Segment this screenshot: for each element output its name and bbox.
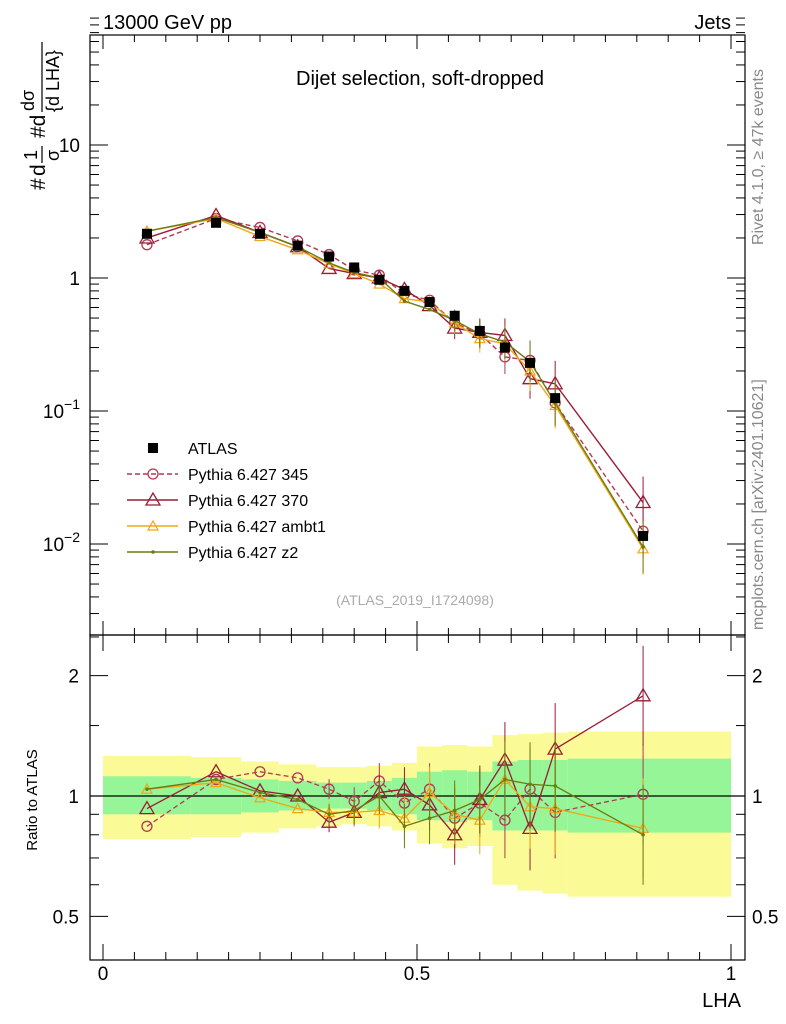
series-line-pythia-6-427-345 bbox=[146, 217, 644, 532]
point-pythia-6-427-z2 bbox=[402, 299, 407, 303]
ratio-point-pythia-6-427-z2 bbox=[641, 832, 645, 837]
main-ytick-label: 10 bbox=[59, 136, 80, 157]
legend-label-pythia-6-427-345: Pythia 6.427 345 bbox=[188, 467, 308, 484]
main-ytick-label: 10−1 bbox=[43, 396, 80, 423]
ratio-point-pythia-6-427-z2 bbox=[145, 787, 149, 791]
ratio-point-pythia-6-427-370 bbox=[320, 813, 338, 828]
ratio-xtick-label: 0.5 bbox=[404, 964, 430, 985]
ratio-point-pythia-6-427-z2 bbox=[427, 816, 432, 821]
mcplots-label: mcplots.cern.ch [arXiv:2401.10621] bbox=[750, 379, 767, 630]
ratio-ytick-label-right: 2 bbox=[752, 667, 763, 688]
legend-label-pythia-6-427-z2: Pythia 6.427 z2 bbox=[188, 545, 298, 562]
ratio-point-pythia-6-427-370 bbox=[396, 780, 413, 795]
ylabel-sigma: σ bbox=[43, 150, 63, 161]
ratio-point-pythia-6-427-345 bbox=[292, 772, 304, 784]
ratio-point-pythia-6-427-ambt1 bbox=[373, 804, 386, 816]
point-pythia-6-427-345 bbox=[141, 239, 153, 251]
point-atlas bbox=[374, 274, 385, 285]
ratio-ytick-label-right: 1 bbox=[752, 787, 763, 808]
legend-label-atlas: ATLAS bbox=[188, 441, 238, 458]
ratio-point-pythia-6-427-z2 bbox=[528, 782, 532, 787]
ratio-point-pythia-6-427-370 bbox=[634, 687, 652, 702]
ratio-point-pythia-6-427-345 bbox=[254, 766, 266, 778]
point-atlas bbox=[474, 325, 485, 336]
ratio-point-pythia-6-427-z2 bbox=[352, 808, 357, 813]
point-atlas bbox=[449, 310, 460, 321]
rivet-label: Rivet 4.1.0, ≥ 47k events bbox=[750, 69, 767, 245]
analysis-watermark: (ATLAS_2019_I1724098) bbox=[336, 592, 494, 608]
point-atlas bbox=[550, 393, 561, 404]
ylabel-d: d bbox=[27, 164, 50, 176]
legend-label-pythia-6-427-ambt1: Pythia 6.427 ambt1 bbox=[188, 519, 326, 536]
ratio-xtick-label: 0 bbox=[98, 964, 109, 985]
point-atlas bbox=[399, 285, 410, 296]
ratio-point-pythia-6-427-z2 bbox=[452, 808, 457, 813]
legend-marker-atlas bbox=[148, 443, 158, 453]
ratio-point-pythia-6-427-370 bbox=[138, 800, 156, 815]
ratio-ytick-label: 2 bbox=[68, 667, 79, 688]
point-atlas bbox=[525, 357, 536, 368]
ratio-point-pythia-6-427-345 bbox=[210, 773, 222, 786]
ratio-line-pythia-6-427-345 bbox=[146, 771, 644, 827]
ylabel-one: 1 bbox=[21, 150, 41, 160]
ratio-point-pythia-6-427-z2 bbox=[258, 790, 262, 795]
ratio-point-pythia-6-427-z2 bbox=[377, 794, 382, 798]
legend: ATLAS Pythia 6.427 345 Pythia 6.427 370 Pyt… bbox=[127, 441, 326, 562]
legend-marker-pythia-6-427-ambt1 bbox=[146, 519, 160, 531]
legend-label-pythia-6-427-370: Pythia 6.427 370 bbox=[188, 493, 308, 510]
point-atlas bbox=[141, 228, 152, 239]
point-atlas bbox=[638, 530, 649, 541]
ratio-point-pythia-6-427-ambt1 bbox=[253, 791, 267, 803]
series-line-pythia-6-427-ambt1 bbox=[146, 217, 644, 550]
ratio-point-pythia-6-427-z2 bbox=[214, 777, 218, 782]
legend-marker-pythia-6-427-370 bbox=[144, 491, 162, 506]
ratio-point-pythia-6-427-ambt1 bbox=[291, 802, 304, 814]
ylabel-hash: # bbox=[27, 178, 50, 190]
main-ytick-label: 1 bbox=[69, 269, 80, 290]
point-atlas bbox=[292, 240, 303, 251]
header-left: 13000 GeV pp bbox=[103, 12, 232, 34]
legend-marker-pythia-6-427-z2 bbox=[151, 550, 155, 554]
point-atlas bbox=[499, 342, 510, 353]
main-ytick-label: 10−2 bbox=[43, 529, 80, 556]
point-atlas bbox=[211, 217, 222, 228]
series-line-pythia-6-427-370 bbox=[146, 214, 644, 503]
ratio-ylabel: Ratio to ATLAS bbox=[24, 749, 41, 850]
ratio-point-pythia-6-427-370 bbox=[251, 782, 269, 797]
main-ylabel: # d 1 σ #d dσ {d LHA} bbox=[18, 42, 63, 190]
ratio-point-pythia-6-427-345 bbox=[141, 820, 153, 832]
ratio-point-pythia-6-427-z2 bbox=[503, 777, 507, 782]
point-atlas bbox=[324, 251, 335, 262]
legend-marker-pythia-6-427-345 bbox=[147, 468, 159, 480]
point-atlas bbox=[349, 262, 360, 273]
point-pythia-6-427-z2 bbox=[327, 261, 331, 265]
ratio-plot-panel: 0.5 0.5 1 1 2 2 0 0.5 1 Ratio to ATLAS LHA bbox=[24, 634, 778, 1012]
ratio-xtick-label: 1 bbox=[726, 964, 737, 985]
ratio-point-pythia-6-427-z2 bbox=[327, 812, 331, 817]
ratio-point-pythia-6-427-345 bbox=[323, 783, 335, 795]
header-right: Jets bbox=[694, 12, 731, 34]
ratio-point-pythia-6-427-ambt1 bbox=[210, 776, 223, 788]
ylabel-dlha: {d LHA} bbox=[43, 50, 63, 112]
ylabel-dsigma: dσ bbox=[18, 90, 38, 111]
ratio-point-pythia-6-427-z2 bbox=[402, 824, 407, 829]
ratio-point-pythia-6-427-z2 bbox=[478, 797, 482, 802]
ratio-point-pythia-6-427-z2 bbox=[553, 784, 557, 788]
ratio-ytick-label-right: 0.5 bbox=[752, 907, 778, 928]
ratio-point-pythia-6-427-z2 bbox=[295, 797, 300, 802]
point-pythia-6-427-z2 bbox=[427, 307, 432, 312]
ylabel-hash-d: #d bbox=[27, 115, 50, 138]
ratio-ytick-label: 0.5 bbox=[53, 907, 79, 928]
x-axis-label: LHA bbox=[702, 990, 742, 1012]
main-plot-panel: 10−2 10−1 1 10 Dijet selection, soft-droppe… bbox=[18, 17, 746, 638]
point-pythia-6-427-370 bbox=[634, 494, 652, 509]
main-title: Dijet selection, soft-dropped bbox=[296, 68, 544, 90]
point-pythia-6-427-z2 bbox=[641, 545, 645, 549]
point-atlas bbox=[424, 297, 435, 308]
point-atlas bbox=[255, 228, 265, 239]
ratio-ytick-label: 1 bbox=[68, 787, 79, 808]
